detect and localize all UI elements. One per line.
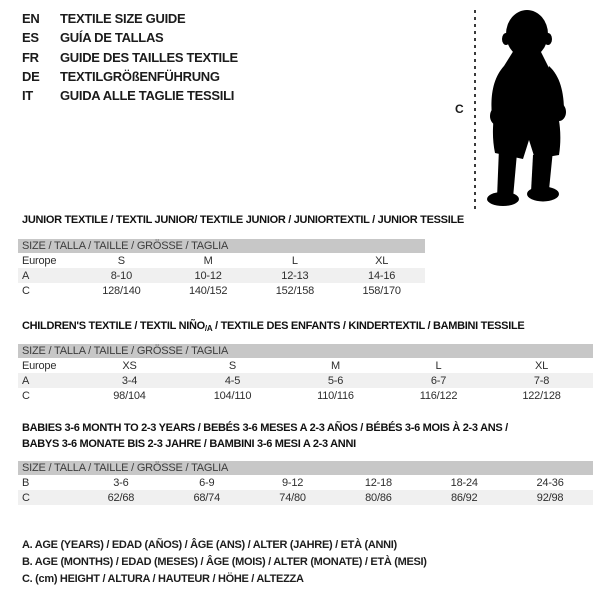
lang-label: TEXTILGRÖßENFÜHRUNG [60, 68, 220, 84]
table-row: Europe S M L XL [18, 253, 425, 268]
cell: 12-18 [364, 476, 392, 489]
legend-line-a: A. AGE (YEARS) / EDAD (AÑOS) / ÂGE (ANS)… [22, 539, 397, 551]
row-label: A [22, 269, 30, 282]
height-measure-figure: C [440, 0, 600, 215]
legend-line-b: B. AGE (MONTHS) / EDAD (MESES) / ÂGE (MO… [22, 556, 427, 568]
cell: 74/80 [279, 491, 306, 504]
lang-row-it: IT GUIDA ALLE TAGLIE TESSILI [22, 86, 238, 105]
table-row: A 8-10 10-12 12-13 14-16 [18, 268, 425, 283]
row-label: C [22, 389, 30, 402]
cell: L [435, 359, 442, 372]
legend-line-c: C. (cm) HEIGHT / ALTURA / HAUTEUR / HÖHE… [22, 573, 304, 585]
cell: 80/86 [365, 491, 392, 504]
cell: XL [375, 254, 389, 267]
children-section-title: CHILDREN'S TEXTILE / TEXTIL NIÑO/A / TEX… [22, 320, 525, 333]
lang-code: EN [22, 11, 40, 26]
cell: 122/128 [522, 389, 561, 402]
cell: 5-6 [327, 374, 344, 387]
table-row: A 3-4 4-5 5-6 6-7 7-8 [18, 373, 593, 388]
cell: 92/98 [536, 491, 564, 504]
children-title-subscript: /A [204, 324, 213, 333]
cell: 6-7 [430, 374, 447, 387]
cell: 6-9 [199, 476, 215, 489]
cell: 10-12 [194, 269, 222, 282]
cell: 116/122 [419, 389, 458, 402]
cell: M [203, 254, 213, 267]
cell: 18-24 [450, 476, 478, 489]
height-dashed-line [474, 10, 476, 212]
babies-size-table: SIZE / TALLA / TAILLE / GRÖSSE / TAGLIA … [18, 461, 593, 505]
lang-code: IT [22, 88, 33, 104]
row-label: C [22, 284, 30, 297]
cell: 98/104 [113, 389, 146, 402]
children-table: Europe XS S M L XL A 3-4 4-5 5-6 6-7 7-8… [18, 358, 593, 403]
row-label: B [22, 476, 30, 489]
cell: L [291, 254, 298, 267]
table-row: C 128/140 140/152 152/158 158/170 [18, 283, 425, 298]
cell: 62/68 [107, 491, 135, 504]
lang-row-fr: FR GUIDE DES TAILLES TEXTILE [22, 48, 238, 67]
lang-code: ES [22, 30, 39, 46]
babies-title-line2: BABYS 3-6 MONATE BIS 2-3 JAHRE / BAMBINI… [22, 438, 356, 450]
lang-label: GUÍA DE TALLAS [60, 30, 164, 46]
cell: 140/152 [188, 284, 228, 297]
cell: S [117, 254, 125, 267]
table-row: B 3-6 6-9 9-12 12-18 18-24 24-36 [18, 475, 593, 490]
children-title-post: / TEXTILE DES ENFANTS / KINDERTEXTIL / B… [212, 320, 525, 332]
measure-legend: A. AGE (YEARS) / EDAD (AÑOS) / ÂGE (ANS)… [22, 537, 427, 588]
row-label: C [22, 491, 30, 504]
cell: 14-16 [368, 269, 396, 282]
cell: 9-12 [281, 476, 304, 489]
lang-label: TEXTILE SIZE GUIDE [60, 11, 186, 26]
cell: 86/92 [450, 491, 478, 504]
cell: 128/140 [102, 284, 141, 297]
baby-silhouette-icon [487, 10, 566, 206]
lang-row-de: DE TEXTILGRÖßENFÜHRUNG [22, 67, 238, 86]
table-row: C 62/68 68/74 74/80 80/86 86/92 92/98 [18, 490, 593, 505]
cell: 3-4 [121, 374, 138, 387]
cell: 8-10 [110, 269, 132, 282]
cell: S [228, 359, 237, 372]
cell: 3-6 [113, 476, 129, 489]
lang-label: GUIDA ALLE TAGLIE TESSILI [60, 88, 235, 104]
cell: XL [534, 359, 549, 372]
cell: 24-36 [536, 476, 564, 489]
cell: 110/116 [317, 389, 354, 402]
size-header-bar: SIZE / TALLA / TAILLE / GRÖSSE / TAGLIA [18, 344, 593, 358]
cell: 158/170 [362, 284, 401, 297]
lang-code: DE [22, 68, 40, 84]
size-header-bar: SIZE / TALLA / TAILLE / GRÖSSE / TAGLIA [18, 461, 593, 475]
lang-label: GUIDE DES TAILLES TEXTILE [60, 49, 238, 65]
junior-size-table: SIZE / TALLA / TAILLE / GRÖSSE / TAGLIA … [18, 239, 425, 298]
cell: 4-5 [224, 374, 241, 387]
table-row: C 98/104 104/110 110/116 116/122 122/128 [18, 388, 593, 403]
junior-section-title: JUNIOR TEXTILE / TEXTIL JUNIOR/ TEXTILE … [22, 214, 464, 226]
language-title-list: EN TEXTILE SIZE GUIDE ES GUÍA DE TALLAS … [22, 9, 238, 105]
table-row: Europe XS S M L XL [18, 358, 593, 373]
row-label: A [22, 374, 30, 387]
cell: 104/110 [213, 389, 252, 402]
lang-row-es: ES GUÍA DE TALLAS [22, 28, 238, 47]
children-title-pre: CHILDREN'S TEXTILE / TEXTIL NIÑO [22, 320, 205, 332]
babies-table: B 3-6 6-9 9-12 12-18 18-24 24-36 C 62/68… [18, 475, 593, 505]
cell: 68/74 [193, 491, 220, 504]
cell: 7-8 [533, 374, 550, 387]
cell: M [331, 359, 340, 372]
lang-row-en: EN TEXTILE SIZE GUIDE [22, 9, 238, 28]
babies-title-line1: BABIES 3-6 MONTH TO 2-3 YEARS / BEBÉS 3-… [22, 422, 508, 434]
size-header-bar: SIZE / TALLA / TAILLE / GRÖSSE / TAGLIA [18, 239, 425, 253]
cell: 12-13 [281, 269, 309, 282]
junior-table: Europe S M L XL A 8-10 10-12 12-13 14-16… [18, 253, 425, 298]
children-size-table: SIZE / TALLA / TAILLE / GRÖSSE / TAGLIA … [18, 344, 593, 403]
row-label: Europe [22, 359, 57, 372]
lang-code: FR [22, 49, 39, 65]
babies-section-title: BABIES 3-6 MONTH TO 2-3 YEARS / BEBÉS 3-… [22, 420, 508, 452]
cell: 152/158 [275, 284, 315, 297]
cell: XS [122, 359, 137, 372]
row-label: Europe [22, 254, 57, 267]
height-measure-label: C [455, 102, 464, 116]
